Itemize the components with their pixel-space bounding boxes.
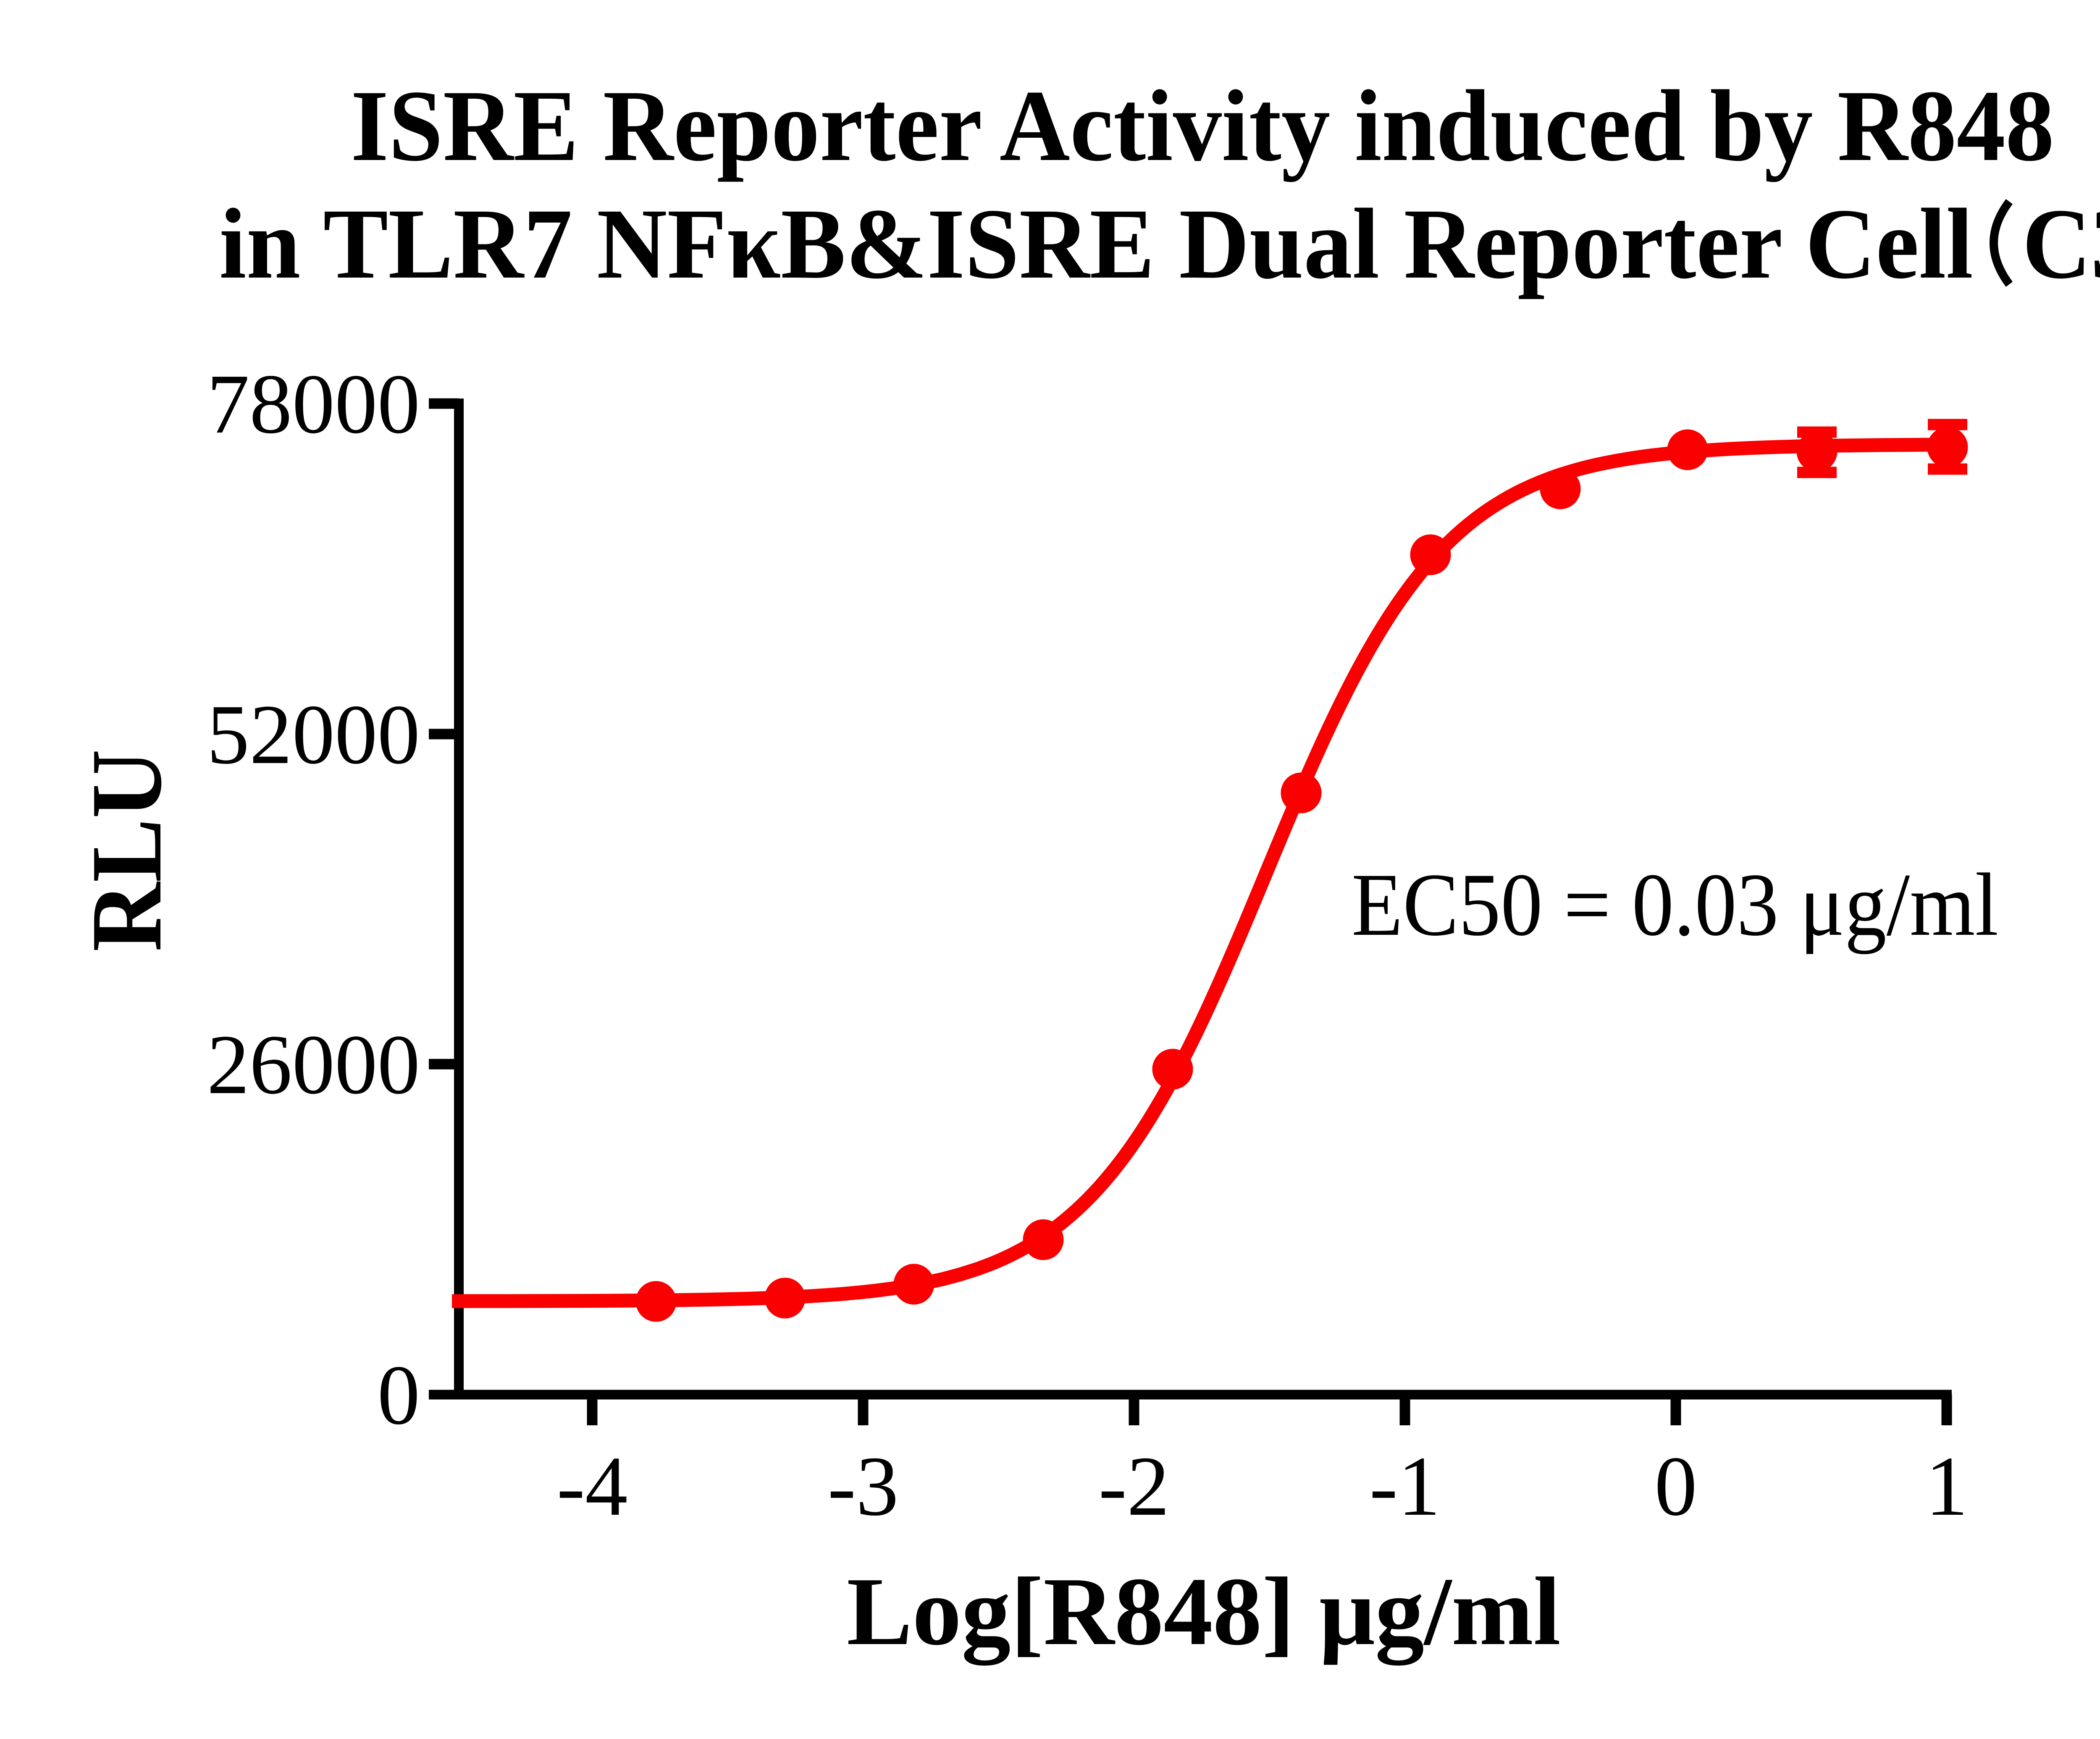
- svg-text:C3: C3: [2022, 188, 2100, 299]
- svg-text:0: 0: [1654, 1439, 1697, 1533]
- svg-text:EC50 = 0.03 μg/ml: EC50 = 0.03 μg/ml: [1352, 855, 1998, 955]
- svg-text:in TLR7 NFκB&ISRE Dual Reporte: in TLR7 NFκB&ISRE Dual Reporter Cell: [219, 188, 1973, 299]
- svg-text:78000: 78000: [207, 357, 420, 451]
- svg-text:ISRE Reporter Activity induced: ISRE Reporter Activity induced by R848: [351, 69, 2054, 182]
- svg-text:0: 0: [378, 1348, 420, 1442]
- svg-text:RLU: RLU: [71, 749, 183, 952]
- svg-text:-4: -4: [556, 1439, 627, 1533]
- svg-text:-2: -2: [1098, 1439, 1169, 1533]
- svg-text:Log[R848] μg/ml: Log[R848] μg/ml: [847, 1558, 1561, 1666]
- svg-text:52000: 52000: [207, 687, 420, 782]
- svg-text:26000: 26000: [207, 1017, 420, 1112]
- svg-text:-1: -1: [1369, 1439, 1440, 1533]
- svg-text:-3: -3: [827, 1439, 898, 1533]
- svg-text:1: 1: [1925, 1439, 1968, 1533]
